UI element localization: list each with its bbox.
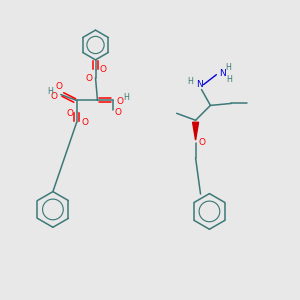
Polygon shape — [193, 122, 199, 140]
Text: N: N — [219, 69, 226, 78]
Text: O: O — [115, 108, 122, 117]
Text: H: H — [123, 93, 129, 102]
Text: H: H — [47, 87, 53, 96]
Text: N: N — [196, 80, 203, 89]
Text: O: O — [85, 74, 92, 83]
Text: H: H — [225, 63, 231, 72]
Text: O: O — [198, 138, 205, 147]
Text: O: O — [50, 92, 57, 101]
Text: O: O — [81, 118, 88, 127]
Text: H: H — [226, 75, 232, 84]
Text: O: O — [100, 65, 107, 74]
Text: O: O — [56, 82, 62, 91]
Text: O: O — [66, 109, 73, 118]
Text: O: O — [117, 97, 124, 106]
Text: H: H — [188, 77, 194, 86]
